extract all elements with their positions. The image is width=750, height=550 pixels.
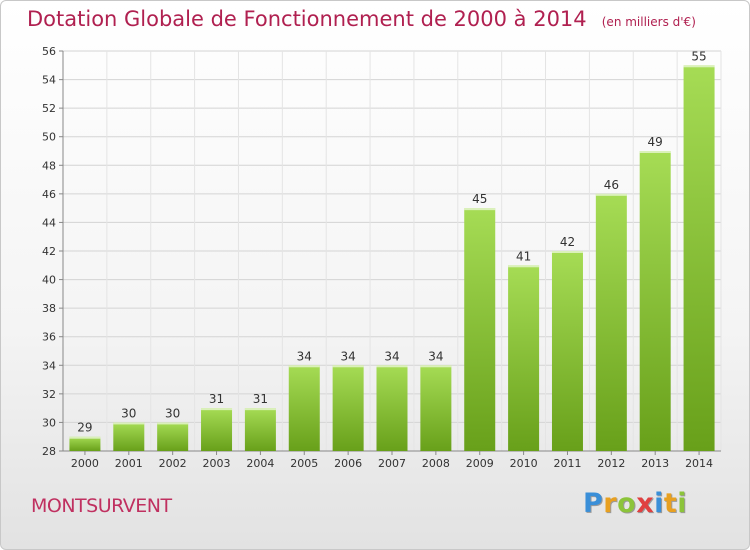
- bar-highlight: [288, 365, 320, 368]
- labels: 28 30 32 34 36 38 40 42 44 46 48 50 52 54 56 29 2000 30 20…: [42, 45, 713, 470]
- x-tick-label: 2003: [203, 457, 231, 470]
- x-tick-label: 2013: [641, 457, 669, 470]
- logo-letter: o: [617, 488, 637, 519]
- bar: [113, 422, 145, 451]
- bars: [69, 65, 715, 452]
- logo-letter: x: [636, 488, 655, 519]
- data-label: 34: [428, 349, 443, 363]
- proxiti-logo[interactable]: Proxiti: [583, 488, 687, 519]
- bar: [201, 408, 233, 451]
- x-tick-label: 2011: [553, 457, 581, 470]
- y-tick-label: 48: [42, 159, 56, 172]
- y-tick-label: 28: [42, 445, 56, 458]
- x-tick-label: 2012: [597, 457, 625, 470]
- bar-highlight: [464, 208, 496, 211]
- bar: [508, 265, 540, 451]
- data-label: 49: [648, 135, 663, 149]
- x-tick-label: 2010: [510, 457, 538, 470]
- logo-letter: t: [663, 488, 678, 519]
- data-label: 31: [209, 392, 224, 406]
- y-tick-label: 54: [42, 74, 56, 87]
- data-label: 34: [340, 349, 355, 363]
- bar-highlight: [69, 436, 101, 439]
- logo-letter: i: [677, 488, 688, 519]
- chart-subtitle: (en milliers d'€): [601, 15, 696, 29]
- bar-highlight: [332, 365, 364, 368]
- bar: [551, 251, 583, 451]
- bar: [69, 436, 101, 451]
- y-tick-label: 36: [42, 331, 56, 344]
- chart-title: Dotation Globale de Fonctionnement de 20…: [27, 7, 587, 31]
- x-tick-label: 2002: [159, 457, 187, 470]
- y-tick-label: 42: [42, 245, 56, 258]
- x-tick-label: 2001: [115, 457, 143, 470]
- bar-highlight: [201, 408, 233, 411]
- x-tick-label: 2008: [422, 457, 450, 470]
- bar: [464, 208, 496, 451]
- logo-letter: r: [603, 488, 618, 519]
- y-tick-label: 34: [42, 359, 56, 372]
- bar-highlight: [683, 65, 715, 68]
- data-label: 46: [604, 178, 619, 192]
- bar: [157, 422, 189, 451]
- data-label: 41: [516, 249, 531, 263]
- data-label: 29: [77, 421, 92, 435]
- data-label: 30: [165, 406, 180, 420]
- logo-letter: i: [654, 488, 664, 519]
- bar-highlight: [376, 365, 408, 368]
- data-label: 45: [472, 192, 487, 206]
- bar-highlight: [639, 151, 671, 153]
- title-row: Dotation Globale de Fonctionnement de 20…: [27, 7, 696, 31]
- bar: [244, 408, 276, 451]
- y-tick-label: 30: [42, 416, 56, 429]
- bar: [420, 365, 452, 451]
- commune-name: MONTSURVENT: [31, 495, 172, 517]
- data-label: 30: [121, 406, 136, 420]
- y-tick-label: 46: [42, 188, 56, 201]
- y-tick-label: 40: [42, 274, 56, 287]
- y-tick-label: 38: [42, 302, 56, 315]
- x-tick-label: 2000: [71, 457, 99, 470]
- bar-highlight: [420, 365, 452, 368]
- x-tick-label: 2014: [685, 457, 713, 470]
- x-tick-label: 2004: [246, 457, 274, 470]
- bar: [288, 365, 320, 451]
- data-label: 31: [253, 392, 268, 406]
- x-tick-label: 2005: [290, 457, 318, 470]
- y-tick-label: 44: [42, 216, 56, 229]
- y-tick-label: 56: [42, 45, 56, 58]
- x-tick-label: 2006: [334, 457, 362, 470]
- bar-highlight: [595, 193, 627, 196]
- bar-highlight: [551, 251, 583, 253]
- bar-highlight: [244, 408, 276, 411]
- x-tick-label: 2009: [466, 457, 494, 470]
- y-tick-label: 32: [42, 388, 56, 401]
- bar: [332, 365, 364, 451]
- bar-highlight: [113, 422, 145, 425]
- y-tick-label: 50: [42, 131, 56, 144]
- bar: [639, 151, 671, 451]
- x-tick-label: 2007: [378, 457, 406, 470]
- bar-highlight: [157, 422, 189, 425]
- data-label: 55: [691, 49, 706, 63]
- y-tick-label: 52: [42, 102, 56, 115]
- data-label: 42: [560, 235, 575, 249]
- logo-letter: P: [583, 488, 604, 519]
- data-label: 34: [384, 349, 399, 363]
- bar: [595, 193, 627, 451]
- bar-highlight: [508, 265, 540, 268]
- bar: [376, 365, 408, 451]
- data-label: 34: [297, 349, 312, 363]
- bar: [683, 65, 715, 452]
